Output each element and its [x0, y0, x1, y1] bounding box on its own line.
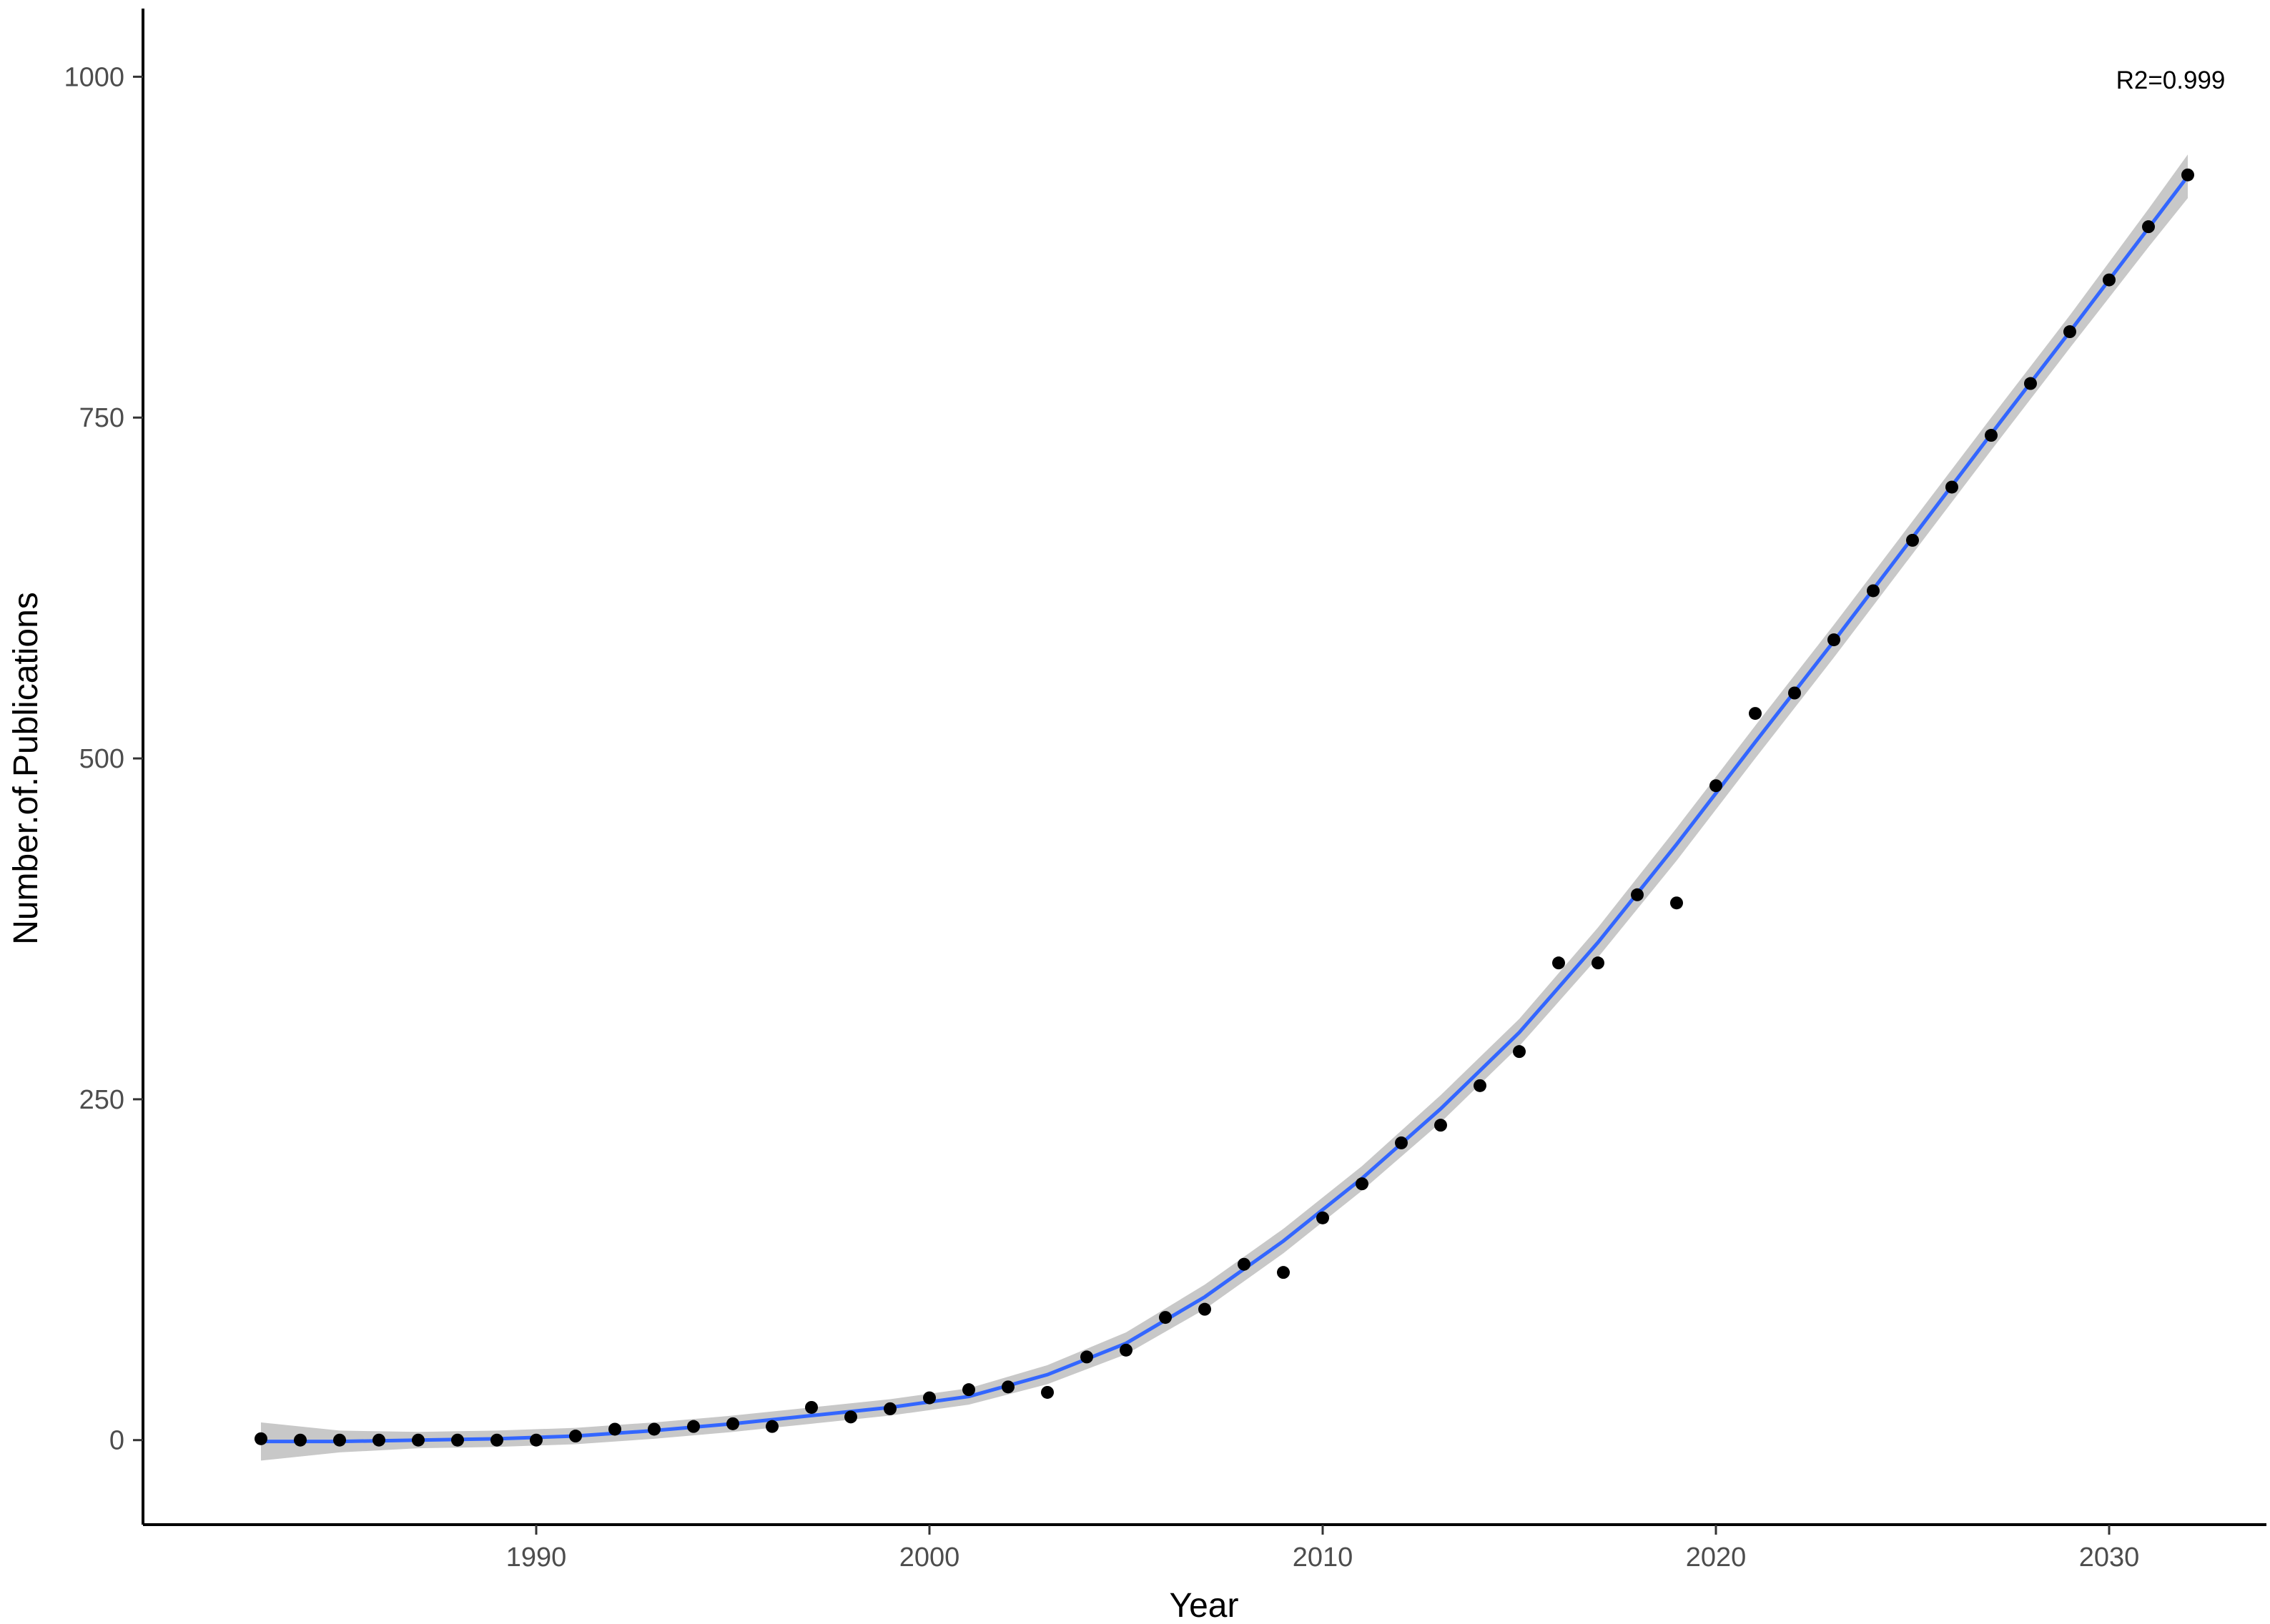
data-point [255, 1432, 267, 1445]
data-point [1827, 633, 1840, 647]
data-point [1238, 1257, 1250, 1271]
data-point [1985, 429, 1998, 442]
data-point [1198, 1302, 1211, 1316]
data-point [372, 1433, 385, 1447]
data-point [1474, 1079, 1486, 1092]
y-tick-label: 750 [79, 403, 124, 433]
data-point [648, 1422, 661, 1436]
data-point [1788, 686, 1801, 700]
data-point [1316, 1211, 1329, 1224]
r2-annotation: R2=0.999 [2116, 66, 2226, 94]
data-point [1356, 1177, 1368, 1191]
data-point [1945, 480, 1958, 494]
data-point [608, 1422, 621, 1436]
data-point [1041, 1385, 1054, 1399]
data-point [923, 1391, 936, 1405]
data-point [1120, 1343, 1132, 1357]
data-point [1513, 1045, 1526, 1059]
y-tick-label: 1000 [64, 62, 124, 92]
x-tick-label: 2000 [899, 1543, 960, 1573]
data-point [1080, 1350, 1093, 1364]
x-tick-label: 2020 [1686, 1543, 1747, 1573]
data-point [1002, 1380, 1015, 1394]
data-point [294, 1433, 307, 1447]
x-tick-label: 1990 [506, 1543, 567, 1573]
data-point [687, 1420, 700, 1433]
data-point [412, 1433, 425, 1447]
data-point [2063, 325, 2076, 339]
x-tick-label: 2010 [1293, 1543, 1353, 1573]
data-point [844, 1410, 857, 1424]
data-point [1592, 956, 1604, 970]
y-axis-title: Number.of.Publications [7, 592, 45, 945]
data-point [1631, 888, 1644, 901]
data-point [333, 1433, 346, 1447]
data-point [569, 1430, 582, 1443]
y-tick-label: 500 [79, 744, 124, 774]
y-axis-ticks: 0 250 500 750 1000 [64, 62, 143, 1456]
data-point [1867, 584, 1880, 598]
data-point [962, 1383, 975, 1397]
data-point [1670, 896, 1683, 910]
axes: 1990 2000 2010 2020 2030 0 250 500 750 1000 [64, 9, 2266, 1573]
fit-line [261, 175, 2189, 1444]
data-point [1434, 1119, 1447, 1132]
data-point [1159, 1311, 1172, 1325]
data-point [2181, 168, 2194, 182]
data-point [766, 1420, 779, 1433]
y-tick-label: 0 [109, 1426, 124, 1456]
data-point [1709, 779, 1722, 793]
data-point [2024, 377, 2037, 390]
data-point [1906, 533, 1919, 547]
data-point [2103, 273, 2116, 287]
data-point [1395, 1136, 1408, 1149]
x-axis-ticks: 1990 2000 2010 2020 2030 [506, 1525, 2140, 1573]
confidence-band [261, 154, 2188, 1461]
data-points [255, 168, 2194, 1447]
data-point [726, 1417, 739, 1430]
data-point [805, 1400, 818, 1414]
x-tick-label: 2030 [2079, 1543, 2140, 1573]
data-point [2142, 220, 2155, 234]
data-point [530, 1433, 543, 1447]
data-point [490, 1433, 503, 1447]
plot-area [255, 154, 2194, 1461]
y-tick-label: 250 [79, 1085, 124, 1115]
data-point [884, 1402, 897, 1415]
data-point [1277, 1266, 1290, 1279]
data-point [451, 1433, 464, 1447]
x-axis-title: Year [1170, 1587, 1239, 1624]
data-point [1749, 707, 1762, 721]
data-point [1552, 956, 1565, 970]
